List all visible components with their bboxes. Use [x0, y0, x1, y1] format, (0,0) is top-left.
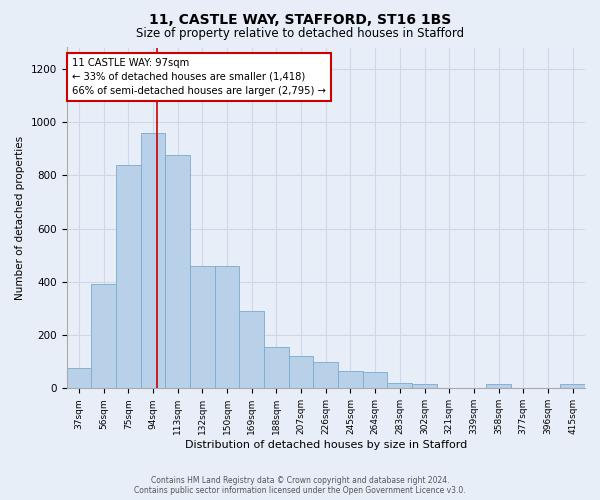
Bar — [264, 347, 289, 389]
Bar — [363, 372, 388, 388]
Bar — [412, 384, 437, 388]
Bar — [140, 132, 165, 388]
Bar — [67, 368, 91, 388]
Bar — [486, 384, 511, 388]
Text: 11 CASTLE WAY: 97sqm
← 33% of detached houses are smaller (1,418)
66% of semi-de: 11 CASTLE WAY: 97sqm ← 33% of detached h… — [72, 58, 326, 96]
Bar — [91, 284, 116, 389]
Text: 11, CASTLE WAY, STAFFORD, ST16 1BS: 11, CASTLE WAY, STAFFORD, ST16 1BS — [149, 12, 451, 26]
Bar — [190, 266, 215, 388]
Bar — [116, 164, 140, 388]
Bar — [165, 156, 190, 388]
X-axis label: Distribution of detached houses by size in Stafford: Distribution of detached houses by size … — [185, 440, 467, 450]
Text: Size of property relative to detached houses in Stafford: Size of property relative to detached ho… — [136, 28, 464, 40]
Bar — [338, 371, 363, 388]
Bar — [289, 356, 313, 388]
Bar — [560, 384, 585, 388]
Y-axis label: Number of detached properties: Number of detached properties — [15, 136, 25, 300]
Bar — [313, 362, 338, 388]
Text: Contains HM Land Registry data © Crown copyright and database right 2024.
Contai: Contains HM Land Registry data © Crown c… — [134, 476, 466, 495]
Bar — [388, 383, 412, 388]
Bar — [239, 311, 264, 388]
Bar — [215, 266, 239, 388]
